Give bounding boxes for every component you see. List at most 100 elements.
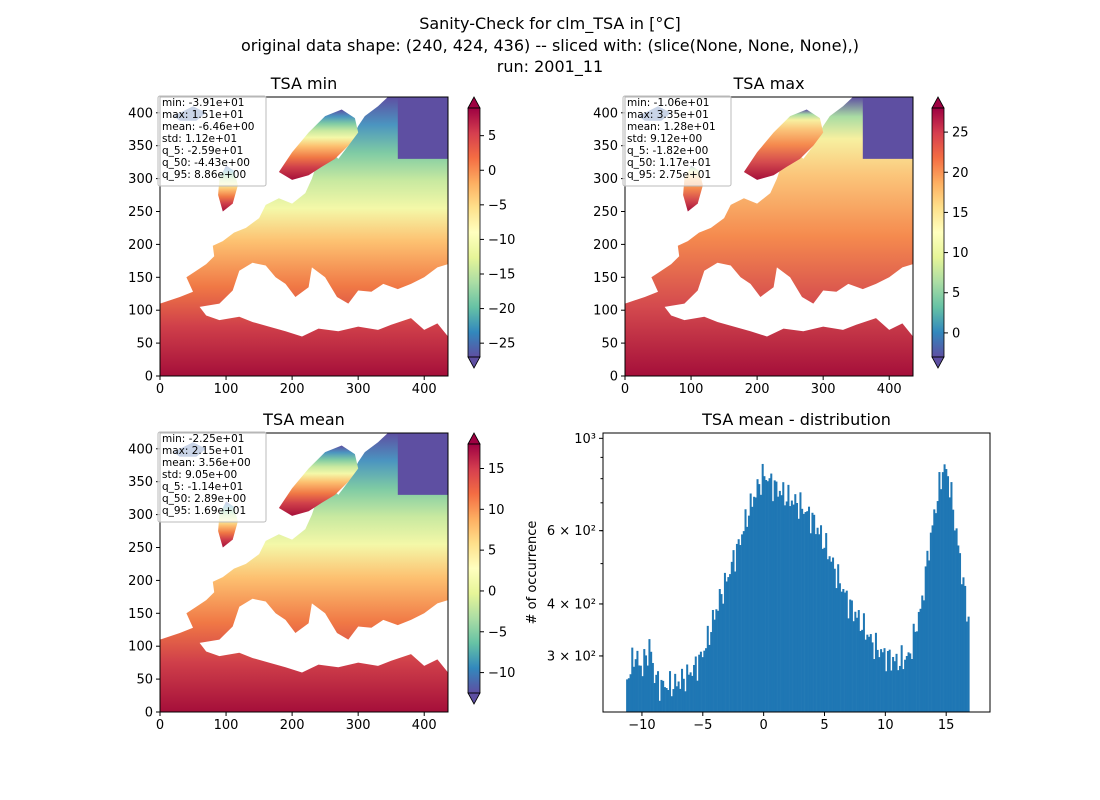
histogram-bar: [694, 656, 697, 712]
histogram-bar: [849, 599, 852, 712]
histogram-bar: [787, 484, 790, 712]
histogram-bar: [708, 644, 711, 712]
colorbar-tick-label: 20: [952, 166, 969, 181]
colorbar-extend-min: [467, 356, 481, 369]
histogram-bar: [758, 484, 761, 712]
histogram-bar: [667, 689, 670, 712]
histogram-bar: [718, 589, 721, 712]
histogram-bar: [636, 650, 639, 712]
histogram-bar: [897, 670, 900, 712]
histogram-bar: [799, 492, 802, 712]
histogram-bar: [687, 674, 690, 712]
histogram-bar: [960, 584, 963, 712]
colorbar-frame: [931, 107, 945, 358]
histogram-bar: [950, 482, 953, 712]
y-tick-label: 4 × 10²: [547, 597, 596, 612]
histogram-bar: [727, 577, 730, 712]
stats-line: min: -2.25e+01: [162, 433, 244, 445]
histogram-bar: [717, 610, 720, 712]
histogram-bar: [639, 665, 642, 712]
histogram-bar: [701, 657, 704, 712]
histogram-bar: [634, 659, 637, 712]
suptitle-line-3: run: 2001_11: [497, 57, 603, 77]
histogram-bar: [965, 621, 968, 712]
x-tick-label: 0: [760, 718, 768, 733]
y-tick-label: 50: [601, 337, 618, 352]
x-tick-label: 15: [938, 718, 955, 733]
histogram-bar: [693, 664, 696, 712]
histogram-bar: [681, 668, 684, 712]
histogram-bar: [746, 526, 749, 712]
histogram-bar: [783, 505, 787, 712]
y-tick-label: 400: [128, 442, 153, 457]
histogram-bar: [689, 672, 692, 712]
stats-box-background: [622, 95, 732, 187]
histogram-bar: [669, 671, 672, 712]
histogram-bar: [775, 481, 778, 712]
histogram-bar: [720, 594, 723, 712]
panel-title: TSA max: [732, 74, 804, 93]
land-area: [160, 97, 448, 376]
histogram-bar: [679, 688, 682, 712]
histogram-bar: [916, 631, 919, 712]
y-axis-label: # of occurrence: [525, 521, 540, 625]
colorbar: −25 −20 −15 −10 −5 0 5: [467, 96, 515, 369]
histogram-bar: [909, 653, 912, 712]
histogram-bar: [952, 509, 955, 712]
colorbar-gradient: [468, 444, 480, 693]
stats-line: q_50: 2.89e+00: [162, 493, 246, 505]
axes-frame: [602, 432, 991, 713]
stats-line: mean: 3.56e+00: [162, 457, 251, 469]
histogram-bar: [751, 506, 754, 712]
histogram-bar: [880, 649, 883, 712]
histogram-bar: [780, 495, 783, 712]
histogram-bar: [715, 609, 718, 712]
stats-line: q_50: 1.17e+01: [627, 157, 711, 169]
histogram-bar: [763, 476, 766, 712]
histogram-bar: [874, 632, 877, 712]
histogram-bar: [790, 500, 793, 712]
histogram-bar: [730, 561, 733, 712]
x-tick-label: 200: [280, 718, 305, 733]
colorbar-tick-label: 0: [488, 164, 496, 179]
axes-frame: [159, 96, 449, 377]
histogram-bar: [818, 534, 821, 712]
y-tick-label: 300: [128, 508, 153, 523]
histogram-bar: [646, 665, 649, 712]
y-tick-label: 150: [128, 607, 153, 622]
histogram-bar: [729, 574, 732, 712]
histogram-bar: [962, 577, 965, 712]
histogram-bar: [941, 472, 944, 712]
y-tick-label: 3 × 10²: [547, 649, 596, 664]
histogram-bar: [862, 613, 865, 712]
stats-line: q_95: 8.86e+00: [162, 169, 246, 181]
scandinavia-area: [743, 109, 824, 180]
histogram-bar: [777, 496, 780, 712]
histogram-bar: [929, 532, 932, 712]
histogram-bar: [964, 585, 967, 712]
histogram-bar: [631, 647, 634, 712]
histogram-bar: [826, 559, 829, 712]
histogram-bar: [830, 561, 833, 712]
histogram-bar: [864, 639, 867, 712]
colorbar-tick-label: 10: [952, 246, 969, 261]
y-tick-label: 0: [145, 706, 153, 721]
histogram-bar: [796, 503, 799, 712]
histogram-bar: [663, 687, 666, 712]
y-tick-label: 0: [145, 370, 153, 385]
y-tick-label: 250: [593, 205, 618, 220]
histogram-bar: [890, 670, 893, 712]
histogram-bar: [917, 611, 920, 712]
histogram-bar: [940, 489, 943, 712]
x-tick-label: 100: [679, 382, 704, 397]
histogram-bar: [741, 534, 744, 712]
histogram-bar: [626, 679, 629, 712]
histogram-bar: [696, 680, 699, 712]
y-tick-label: 300: [128, 172, 153, 187]
histogram-bar: [801, 508, 804, 712]
x-tick-label: 200: [280, 382, 305, 397]
histogram-bar: [705, 648, 708, 712]
